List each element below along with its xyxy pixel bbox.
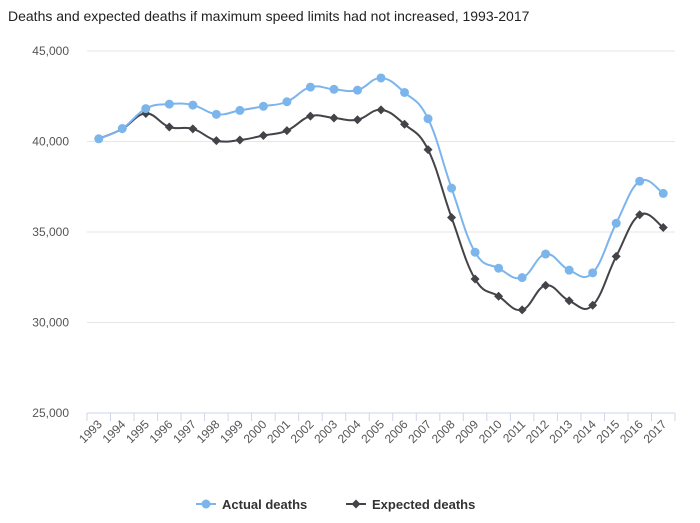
expected-deaths-point[interactable] <box>188 124 198 134</box>
actual-deaths-point[interactable] <box>305 82 315 92</box>
expected-deaths-point[interactable] <box>235 135 245 145</box>
actual-deaths-point[interactable] <box>94 134 104 144</box>
y-tick-label: 40,000 <box>32 135 69 149</box>
expected-deaths-point[interactable] <box>305 111 315 121</box>
actual-deaths-point[interactable] <box>329 84 339 94</box>
actual-deaths-point[interactable] <box>564 265 574 275</box>
actual-deaths-point[interactable] <box>470 247 480 257</box>
expected-deaths-point[interactable] <box>352 115 362 125</box>
y-tick-label: 25,000 <box>32 406 69 420</box>
y-tick-label: 30,000 <box>32 316 69 330</box>
x-tick-label: 2011 <box>500 417 528 445</box>
expected-deaths-point[interactable] <box>164 122 174 132</box>
x-tick-label: 1997 <box>170 417 199 446</box>
expected-deaths-point[interactable] <box>470 274 480 284</box>
expected-deaths-point[interactable] <box>611 251 621 261</box>
legend-label: Actual deaths <box>222 497 307 512</box>
x-tick-label: 2015 <box>594 417 623 446</box>
actual-deaths-point[interactable] <box>282 97 292 107</box>
x-tick-label: 2008 <box>429 417 458 446</box>
expected-deaths-line <box>98 108 664 312</box>
actual-deaths-point[interactable] <box>517 273 527 283</box>
actual-deaths-point[interactable] <box>658 188 668 198</box>
x-tick-label: 2002 <box>288 417 317 446</box>
expected-deaths-point[interactable] <box>423 145 433 155</box>
x-axis-labels: 1993199419951996199719981999200020012002… <box>76 417 669 446</box>
x-tick-label: 2014 <box>570 417 599 446</box>
expected-deaths-point[interactable] <box>541 280 551 290</box>
actual-deaths-point[interactable] <box>235 105 245 115</box>
legend[interactable]: Actual deaths Expected deaths <box>196 497 475 512</box>
expected-deaths-point[interactable] <box>376 105 386 115</box>
x-tick-label: 2000 <box>241 417 270 446</box>
actual-deaths-point[interactable] <box>447 183 457 193</box>
actual-deaths-point[interactable] <box>117 124 127 134</box>
actual-deaths-point[interactable] <box>635 176 645 186</box>
x-tick-label: 1995 <box>123 417 152 446</box>
expected-deaths-point[interactable] <box>494 291 504 301</box>
legend-marker <box>201 499 211 509</box>
x-tick-label: 2001 <box>264 417 293 446</box>
x-tick-label: 2009 <box>452 417 481 446</box>
expected-deaths-point[interactable] <box>329 113 339 123</box>
x-tick-label: 2005 <box>358 417 387 446</box>
x-tick-label: 2003 <box>311 417 340 446</box>
y-axis-labels: 25,000 30,000 35,000 40,000 45,000 <box>32 44 69 420</box>
actual-deaths-point[interactable] <box>211 109 221 119</box>
x-tick-label: 2012 <box>523 417 552 446</box>
expected-deaths-point[interactable] <box>400 119 410 129</box>
expected-deaths-point[interactable] <box>635 210 645 220</box>
x-axis <box>86 412 676 421</box>
x-tick-label: 2004 <box>335 417 364 446</box>
legend-item-actual-deaths[interactable]: Actual deaths <box>196 497 307 512</box>
x-tick-label: 1999 <box>217 417 246 446</box>
expected-deaths-point[interactable] <box>564 296 574 306</box>
x-tick-label: 2010 <box>476 417 505 446</box>
actual-deaths-point[interactable] <box>141 104 151 114</box>
x-tick-label: 2013 <box>546 417 575 446</box>
actual-deaths-point[interactable] <box>611 218 621 228</box>
expected-deaths-point[interactable] <box>447 213 457 223</box>
actual-deaths-point[interactable] <box>188 100 198 110</box>
x-tick-label: 1996 <box>147 417 176 446</box>
actual-deaths-point[interactable] <box>400 87 410 97</box>
chart-title: Deaths and expected deaths if maximum sp… <box>8 8 530 24</box>
x-tick-label: 1994 <box>100 417 129 446</box>
actual-deaths-point[interactable] <box>258 101 268 111</box>
legend-item-expected-deaths[interactable]: Expected deaths <box>346 497 475 512</box>
actual-deaths-point[interactable] <box>423 114 433 124</box>
expected-deaths-point[interactable] <box>258 131 268 141</box>
expected-deaths-point[interactable] <box>282 126 292 136</box>
expected-deaths-point[interactable] <box>517 305 527 315</box>
expected-deaths-point[interactable] <box>211 136 221 146</box>
x-tick-label: 2017 <box>641 417 670 446</box>
series-markers <box>94 73 668 315</box>
x-tick-label: 1993 <box>76 417 105 446</box>
y-tick-label: 35,000 <box>32 225 69 239</box>
x-tick-label: 2007 <box>405 417 434 446</box>
gridlines <box>87 50 675 323</box>
actual-deaths-point[interactable] <box>164 99 174 109</box>
x-tick-label: 2016 <box>617 417 646 446</box>
x-tick-label: 1998 <box>194 417 223 446</box>
legend-label: Expected deaths <box>372 497 475 512</box>
x-tick-label: 2006 <box>382 417 411 446</box>
actual-deaths-point[interactable] <box>541 249 551 259</box>
actual-deaths-point[interactable] <box>376 73 386 83</box>
expected-deaths-point[interactable] <box>588 300 598 310</box>
actual-deaths-point[interactable] <box>494 263 504 273</box>
actual-deaths-point[interactable] <box>352 85 362 95</box>
actual-deaths-point[interactable] <box>588 268 598 278</box>
y-tick-label: 45,000 <box>32 44 69 58</box>
legend-marker <box>351 499 361 509</box>
expected-deaths-point[interactable] <box>658 222 668 232</box>
